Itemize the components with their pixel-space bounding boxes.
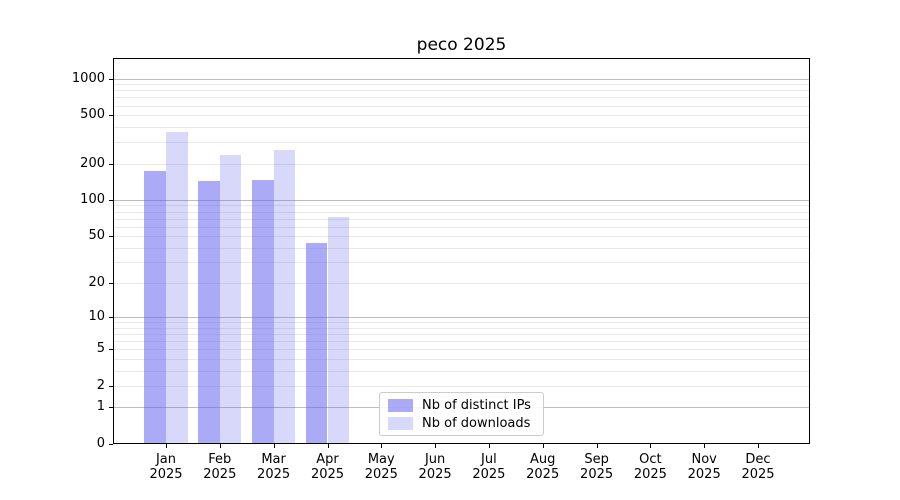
y-tick-200 [109, 163, 113, 165]
y-gridline-3 [114, 370, 809, 372]
y-gridline-400 [114, 126, 809, 128]
y-tick-label-100: 100 [80, 191, 105, 207]
y-gridline-6 [114, 341, 809, 343]
y-gridline-500 [114, 115, 809, 117]
legend-item-downloads: Nb of downloads [388, 416, 535, 431]
y-gridline-2 [114, 385, 809, 387]
legend-label-distinct-ips: Nb of distinct IPs [422, 397, 531, 413]
legend-swatch-distinct-ips [388, 398, 413, 412]
x-tick-label-jun: Jun 2025 [418, 452, 452, 482]
y-tick-1000 [109, 78, 113, 80]
y-tick-5 [109, 349, 113, 351]
y-gridline-80 [114, 211, 809, 213]
y-tick-label-1000: 1000 [71, 70, 105, 86]
y-gridline-30 [114, 262, 809, 264]
y-gridline-1000 [114, 78, 809, 80]
y-tick-50 [109, 236, 113, 237]
y-gridline-10 [114, 317, 809, 319]
y-tick-label-2: 2 [96, 377, 105, 393]
y-tick-20 [109, 283, 113, 284]
bar-ips-apr [305, 242, 328, 443]
chart-title: peco 2025 [416, 35, 507, 55]
x-tick-jun [435, 444, 437, 448]
y-gridline-600 [114, 105, 809, 107]
x-tick-label-may: May 2025 [364, 452, 398, 482]
y-tick-label-20: 20 [88, 275, 105, 290]
x-tick-label-aug: Aug 2025 [526, 452, 560, 482]
x-tick-nov [704, 444, 706, 448]
y-tick-label-1: 1 [96, 399, 105, 415]
x-tick-oct [650, 444, 652, 448]
y-gridline-40 [114, 247, 809, 249]
plot-area [113, 58, 810, 444]
bar-ips-feb [198, 180, 220, 443]
y-gridline-900 [114, 84, 809, 86]
bar-downloads-apr [327, 217, 350, 443]
y-tick-1 [109, 407, 113, 409]
x-tick-label-dec: Dec 2025 [741, 452, 775, 482]
y-gridline-5 [114, 349, 809, 351]
x-tick-label-nov: Nov 2025 [687, 452, 721, 482]
x-tick-apr [327, 444, 329, 448]
y-gridline-300 [114, 142, 809, 144]
y-gridline-9 [114, 322, 809, 324]
x-tick-label-jan: Jan 2025 [149, 452, 183, 482]
y-gridline-4 [114, 358, 809, 360]
y-tick-2 [109, 385, 113, 387]
y-tick-label-5: 5 [96, 341, 105, 357]
y-gridline-200 [114, 163, 809, 165]
x-tick-label-apr: Apr 2025 [310, 452, 345, 482]
x-tick-label-sep: Sep 2025 [580, 452, 614, 482]
bar-downloads-jan [166, 131, 188, 443]
y-tick-label-50: 50 [88, 228, 105, 243]
bar-downloads-mar [273, 150, 296, 443]
y-gridline-90 [114, 205, 809, 207]
y-gridline-60 [114, 226, 809, 228]
y-tick-10 [109, 317, 113, 319]
y-tick-500 [109, 115, 113, 117]
y-gridline-70 [114, 218, 809, 220]
y-gridline-100 [114, 199, 809, 201]
x-tick-jul [488, 444, 490, 448]
x-tick-feb [219, 444, 221, 448]
y-gridline-7 [114, 334, 809, 335]
y-gridline-50 [114, 236, 809, 237]
y-tick-100 [109, 199, 113, 201]
x-tick-may [381, 444, 383, 448]
x-tick-jan [166, 444, 167, 448]
bar-downloads-feb [219, 154, 242, 443]
x-tick-sep [596, 444, 598, 448]
y-gridline-700 [114, 97, 809, 99]
y-gridline-20 [114, 283, 809, 284]
x-tick-aug [542, 444, 544, 448]
legend-swatch-downloads [388, 416, 413, 430]
bar-ips-mar [252, 180, 274, 443]
y-gridline-8 [114, 327, 809, 329]
x-tick-label-jul: Jul 2025 [472, 452, 506, 482]
y-tick-label-0: 0 [96, 436, 105, 451]
legend-item-distinct-ips: Nb of distinct IPs [388, 398, 535, 413]
y-tick-label-500: 500 [80, 107, 105, 123]
y-gridline-800 [114, 90, 809, 92]
x-tick-mar [273, 444, 275, 448]
y-tick-label-10: 10 [88, 309, 105, 325]
y-tick-0 [109, 444, 113, 445]
x-tick-dec [758, 444, 759, 448]
x-tick-label-mar: Mar 2025 [257, 452, 291, 482]
legend-label-downloads: Nb of downloads [422, 415, 531, 431]
legend: Nb of distinct IPs Nb of downloads [379, 392, 544, 436]
y-tick-label-200: 200 [80, 155, 105, 171]
x-tick-label-feb: Feb 2025 [203, 452, 237, 482]
bar-ips-jan [144, 171, 166, 443]
x-tick-label-oct: Oct 2025 [633, 452, 667, 482]
